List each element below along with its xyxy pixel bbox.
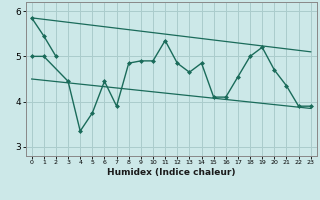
X-axis label: Humidex (Indice chaleur): Humidex (Indice chaleur) [107, 168, 236, 177]
